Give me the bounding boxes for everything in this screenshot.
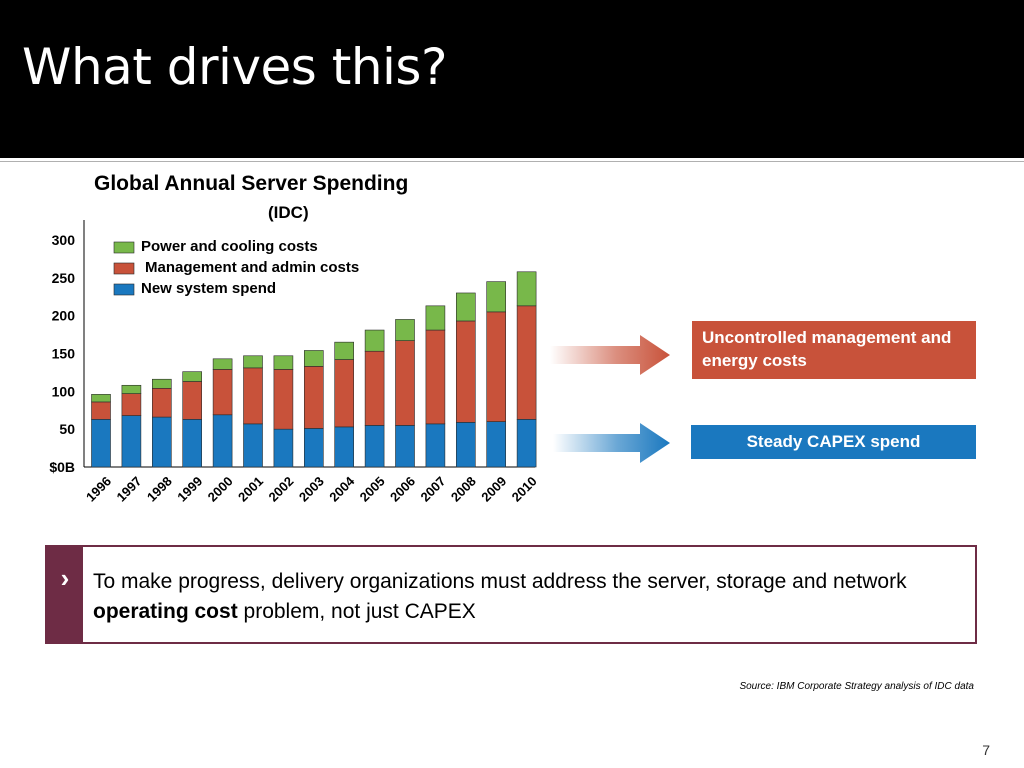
bar-segment — [243, 355, 263, 369]
y-tick-label: 250 — [52, 270, 76, 286]
chart-legend: Power and cooling costs Management and ad… — [113, 238, 359, 297]
chart-bars — [91, 271, 537, 468]
bar-segment — [425, 329, 446, 425]
bar-segment — [91, 401, 111, 420]
message-text-end: problem, not just CAPEX — [237, 600, 476, 623]
bar-segment — [91, 394, 111, 403]
message-text-emphasis: operating cost — [93, 600, 238, 623]
bar-segment — [486, 421, 507, 468]
x-tick-label: 1996 — [83, 474, 114, 505]
bar-segment — [334, 341, 355, 360]
chart-subtitle: (IDC) — [268, 203, 309, 222]
bar-segment — [152, 388, 172, 418]
bar-segment — [182, 419, 202, 468]
message-text: To make progress, delivery organizations… — [93, 567, 963, 627]
x-tick-label: 2002 — [265, 474, 296, 505]
x-tick-label: 2004 — [326, 473, 358, 505]
x-tick-label: 1997 — [113, 474, 144, 505]
bar-segment — [273, 369, 294, 430]
bar-segment — [121, 384, 142, 394]
capex-arrow-icon — [553, 423, 670, 463]
y-tick-label: 200 — [52, 308, 76, 324]
management-cost-callout: Uncontrolled management and energy costs — [692, 321, 976, 379]
x-tick-label: 2006 — [387, 474, 418, 505]
legend-swatch — [113, 241, 135, 254]
bar-segment — [516, 271, 537, 307]
message-box: › To make progress, delivery organizatio… — [45, 545, 977, 644]
slide-header: What drives this? — [0, 0, 1024, 158]
bar-segment — [152, 378, 172, 389]
x-tick-label: 2003 — [296, 474, 327, 505]
bar-segment — [91, 419, 111, 468]
bar-segment — [455, 320, 476, 423]
bar-segment — [212, 358, 233, 370]
bar-segment — [486, 281, 507, 313]
y-tick-label: 300 — [52, 232, 76, 248]
x-tick-label: 2005 — [357, 474, 388, 505]
x-tick-label: 2009 — [478, 474, 509, 505]
bar-segment — [303, 350, 324, 367]
bar-segment — [243, 367, 263, 425]
bar-segment — [455, 292, 476, 322]
bar-segment — [395, 425, 415, 468]
header-divider — [0, 158, 1024, 162]
y-tick-label: 150 — [52, 346, 76, 362]
capex-callout: Steady CAPEX spend — [691, 425, 976, 459]
bar-segment — [212, 414, 233, 468]
legend-label: Management and admin costs — [145, 259, 359, 276]
legend-label: New system spend — [141, 280, 276, 297]
x-tick-label: 2007 — [417, 474, 448, 505]
bar-segment — [395, 340, 415, 426]
bar-segment — [121, 393, 142, 416]
bar-segment — [364, 350, 385, 426]
management-arrow-icon — [550, 335, 670, 375]
bar-segment — [425, 305, 446, 331]
bar-segment — [425, 423, 446, 468]
legend-swatch — [113, 262, 135, 275]
chart-title: Global Annual Server Spending — [94, 172, 409, 195]
bar-segment — [273, 355, 294, 370]
x-tick-label: 2008 — [448, 474, 479, 505]
message-text-start: To make progress, delivery organizations… — [93, 570, 907, 593]
legend-swatch — [113, 283, 135, 296]
bar-segment — [516, 305, 537, 420]
bar-segment — [182, 371, 202, 382]
bar-segment — [182, 381, 202, 420]
bar-segment — [303, 428, 324, 468]
x-tick-label: 2010 — [509, 474, 540, 505]
bar-segment — [364, 425, 385, 468]
page-number: 7 — [982, 742, 990, 758]
x-tick-label: 2001 — [235, 474, 266, 505]
y-tick-label: 50 — [59, 421, 75, 437]
x-tick-label: 1999 — [174, 474, 205, 505]
page-title: What drives this? — [22, 38, 448, 96]
bar-segment — [303, 366, 324, 429]
bar-segment — [486, 311, 507, 422]
y-tick-label: $0B — [49, 459, 75, 475]
x-tick-label: 2000 — [205, 474, 236, 505]
y-tick-label: 100 — [52, 383, 76, 399]
legend-label: Power and cooling costs — [141, 238, 318, 255]
bar-segment — [364, 329, 385, 352]
bar-segment — [273, 428, 294, 468]
bar-segment — [516, 419, 537, 468]
bar-segment — [334, 359, 355, 428]
bar-segment — [212, 369, 233, 416]
bar-segment — [243, 423, 263, 468]
bar-segment — [334, 426, 355, 468]
chevron-right-icon: › — [60, 563, 70, 593]
source-note: Source: IBM Corporate Strategy analysis … — [739, 681, 974, 692]
message-accent-bar — [47, 547, 83, 642]
bar-segment — [395, 319, 415, 341]
bar-segment — [121, 415, 142, 468]
bar-segment — [455, 422, 476, 468]
x-tick-label: 1998 — [144, 474, 175, 505]
bar-segment — [152, 416, 172, 468]
